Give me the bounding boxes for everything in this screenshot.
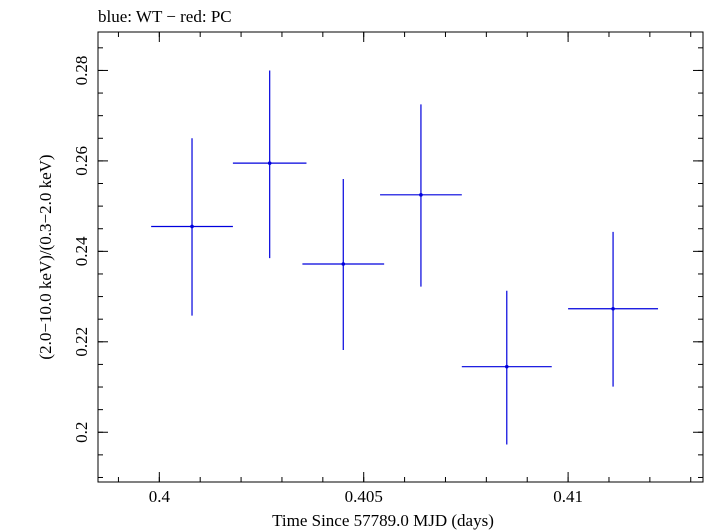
data-point [232, 70, 307, 259]
y-axis-label: (2.0−10.0 keV)/(0.3−2.0 keV) [36, 154, 55, 359]
data-point [568, 231, 659, 387]
x-tick-label: 0.405 [345, 487, 383, 506]
point-marker [267, 161, 272, 165]
point-marker [504, 364, 509, 369]
x-tick-labels: 0.4 0.405 0.41 [149, 487, 583, 506]
data-point [151, 138, 233, 316]
data-point [302, 178, 385, 350]
data-point [461, 290, 552, 445]
point-marker [611, 306, 615, 311]
point-marker [341, 262, 346, 266]
x-axis-label: Time Since 57789.0 MJD (days) [272, 511, 494, 530]
x-tick-label: 0.41 [553, 487, 583, 506]
minor-ticks [98, 32, 703, 482]
y-tick-labels: 0.2 0.22 0.24 0.26 0.28 [72, 56, 91, 443]
plot-frame [97, 31, 704, 483]
data-point [380, 104, 462, 287]
chart-title: blue: WT − red: PC [98, 7, 232, 26]
y-tick-label: 0.24 [72, 236, 91, 266]
y-tick-label: 0.22 [72, 327, 91, 357]
y-tick-label: 0.26 [72, 146, 91, 176]
point-marker [419, 193, 423, 197]
y-tick-label: 0.28 [72, 56, 91, 86]
y-tick-label: 0.2 [72, 422, 91, 443]
point-marker [190, 224, 194, 229]
x-tick-label: 0.4 [149, 487, 171, 506]
major-ticks [98, 32, 703, 482]
data-series [151, 70, 659, 445]
